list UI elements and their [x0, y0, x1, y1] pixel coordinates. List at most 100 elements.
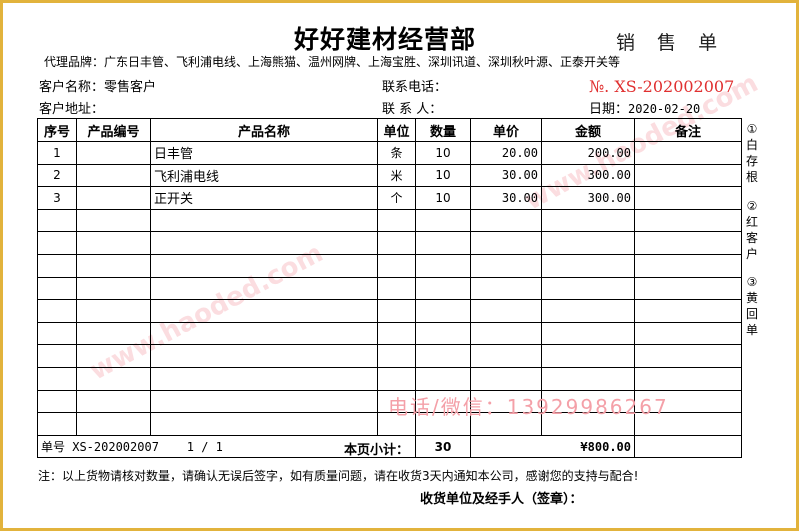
column-header: 序号: [37, 118, 77, 142]
table-cell: [76, 208, 151, 233]
table-cell: [37, 208, 77, 233]
table-cell: 1: [37, 141, 77, 165]
table-cell: [541, 366, 635, 391]
table-cell: [415, 366, 471, 391]
table-cell: [37, 344, 77, 368]
table-cell: 10: [415, 141, 471, 165]
table-cell: 日丰管: [150, 141, 378, 165]
table-cell: [377, 231, 416, 255]
items-table: 序号 产品编号 产品名称 单位 数量 单价 金额 备注 1 日丰管条 10 20.00 200.00 2…: [37, 118, 742, 459]
table-cell: [634, 321, 742, 346]
subtotal-label: 本页小计：: [343, 442, 409, 458]
watermark-contact: 电话/微信：13929986267: [388, 395, 669, 419]
table-cell: [634, 366, 742, 391]
table-cell: 30.00: [470, 186, 542, 210]
column-header: 产品名称: [150, 118, 378, 142]
copy-label-white: ①白存根: [745, 122, 758, 184]
table-cell: [541, 276, 635, 301]
table-cell: [150, 276, 378, 301]
table-cell: [634, 141, 742, 165]
table-cell: [470, 276, 542, 301]
table-cell: [377, 321, 416, 346]
table-cell: [470, 299, 542, 323]
table-cell: [76, 344, 151, 368]
table-header-row: 序号 产品编号 产品名称 单位 数量 单价 金额 备注: [37, 118, 742, 142]
table-cell: [415, 253, 471, 278]
column-header: 单价: [470, 118, 542, 142]
copy-label-red: ②红客户: [745, 199, 758, 261]
customer-name-field: 客户名称：零售客户: [39, 76, 156, 95]
qty-total: 30: [415, 434, 471, 459]
table-cell: [377, 366, 416, 391]
order-number: 单号 XS-202002007: [41, 440, 159, 455]
table-cell: [415, 344, 471, 368]
copy-label-yellow: ③黄回单: [745, 275, 758, 337]
table-cell: [634, 163, 742, 188]
table-cell: [37, 366, 77, 391]
table-cell: [150, 253, 378, 278]
table-cell: 个: [377, 186, 416, 210]
table-row: [37, 344, 742, 368]
table-row: [37, 366, 742, 391]
customer-name-label: 客户名称：: [39, 80, 105, 95]
summary-info: 单号 XS-202002007 1 / 1 本页小计：: [37, 434, 416, 459]
phone-label: 联系电话：: [382, 80, 448, 95]
summary-remark: [634, 434, 742, 459]
table-cell: [377, 299, 416, 323]
table-cell: 10: [415, 163, 471, 188]
table-cell: [415, 299, 471, 323]
table-cell: [470, 253, 542, 278]
table-row: 2 飞利浦电线米 10 30.00 300.00: [37, 163, 742, 188]
address-label: 客户地址：: [39, 102, 105, 117]
company-title: 好好建材经营部: [294, 25, 477, 54]
table-row: [37, 299, 742, 323]
customer-name-value: 零售客户: [104, 80, 157, 95]
table-cell: [150, 208, 378, 233]
brands-line: 代理品牌：广东日丰管、飞利浦电线、上海熊猫、温州网牌、上海宝胜、深圳讯道、深圳秋…: [44, 55, 621, 69]
page-indicator: 1 / 1: [186, 440, 223, 455]
table-cell: [470, 208, 542, 233]
table-cell: [541, 299, 635, 323]
date-label: 日期：: [589, 102, 629, 117]
table-cell: [150, 389, 378, 414]
column-header: 产品编号: [76, 118, 151, 142]
table-cell: [150, 344, 378, 368]
table-cell: [470, 321, 542, 346]
table-cell: [76, 299, 151, 323]
table-cell: 300.00: [541, 163, 635, 188]
signature-label: 收货单位及经手人（签章）：: [420, 492, 583, 507]
table-cell: [76, 141, 151, 165]
amount-total: ¥800.00: [470, 434, 635, 459]
date-field: 日期：2020-02-20: [589, 98, 700, 117]
table-row: [37, 276, 742, 301]
table-cell: [541, 321, 635, 346]
table-row: [37, 253, 742, 278]
table-cell: [541, 208, 635, 233]
table-cell: [634, 253, 742, 278]
table-cell: [634, 231, 742, 255]
table-cell: [634, 186, 742, 210]
column-header: 单位: [377, 118, 416, 142]
table-cell: [76, 253, 151, 278]
table-cell: 300.00: [541, 186, 635, 210]
table-cell: [377, 276, 416, 301]
table-cell: [76, 389, 151, 414]
document-number: №. XS-202002007: [589, 77, 735, 96]
table-cell: 米: [377, 163, 416, 188]
table-cell: [541, 344, 635, 368]
table-row: [37, 321, 742, 346]
table-cell: [415, 231, 471, 255]
table-cell: [150, 366, 378, 391]
table-cell: [37, 231, 77, 255]
table-cell: 飞利浦电线: [150, 163, 378, 188]
table-cell: [415, 208, 471, 233]
table-cell: 条: [377, 141, 416, 165]
table-cell: 200.00: [541, 141, 635, 165]
table-cell: [76, 321, 151, 346]
table-row: [37, 231, 742, 255]
table-cell: [150, 412, 378, 436]
table-row: 1 日丰管条 10 20.00 200.00: [37, 141, 742, 165]
table-cell: [37, 321, 77, 346]
column-header: 备注: [634, 118, 742, 142]
